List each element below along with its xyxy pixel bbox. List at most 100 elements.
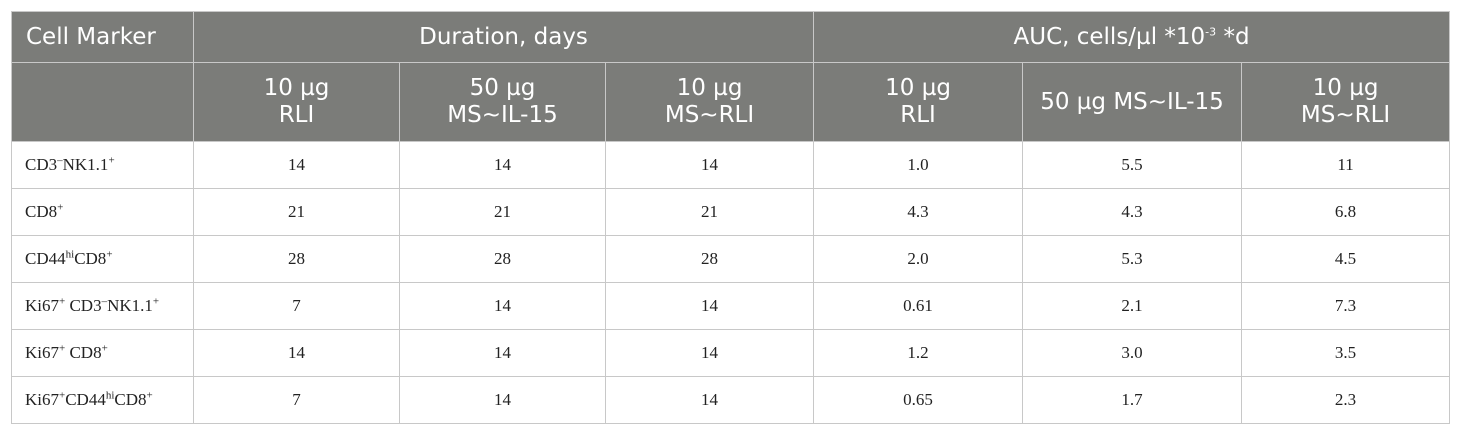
marker-text: CD44 (65, 390, 106, 409)
value-cell: 11 (1241, 141, 1451, 189)
value-cell: 5.5 (1022, 141, 1243, 189)
header-row-doses: 10 µg RLI 50 µg MS~IL-15 10 µg MS~RLI 10 µg… (11, 62, 1451, 142)
header-auc-msil15-50: 50 µg MS~IL-15 (1022, 62, 1243, 142)
marker-text: Ki67 (25, 296, 59, 315)
value-cell: 7.3 (1241, 282, 1451, 330)
header-auc-group: AUC, cells/µl *10-3 *d (813, 11, 1451, 63)
value-cell: 21 (193, 188, 400, 236)
header-auc-msrli-10: 10 µg MS~RLI (1241, 62, 1451, 142)
marker-text: CD3 (25, 155, 58, 174)
marker-superscript: + (152, 295, 160, 308)
value-cell: 7 (193, 376, 400, 424)
value-cell: 21 (604, 188, 815, 236)
marker-text: CD3 (65, 296, 102, 315)
value-cell: 3.5 (1241, 329, 1451, 377)
value-cell: 28 (604, 235, 815, 283)
value-cell: 2.0 (813, 235, 1024, 283)
value-cell: 5.3 (1022, 235, 1243, 283)
value-cell: 1.0 (813, 141, 1024, 189)
cell-marker-table: Cell Marker Duration, days AUC, cells/µl… (11, 11, 1451, 424)
cell-marker-name: CD3–NK1.1+ (11, 141, 194, 189)
table-row: Ki67+ CD8+ 14 14 14 1.2 3.0 3.5 (11, 329, 1451, 377)
header-auc-rli-10: 10 µg RLI (813, 62, 1024, 142)
value-cell: 14 (399, 141, 606, 189)
marker-superscript: + (146, 389, 153, 402)
table-row: CD44hiCD8+ 28 28 28 2.0 5.3 4.5 (11, 235, 1451, 283)
cell-marker-name: Ki67+CD44hiCD8+ (11, 376, 194, 424)
treatment-label: RLI (278, 102, 315, 128)
table-row: Ki67+ CD3–NK1.1+ 7 14 14 0.61 2.1 7.3 (11, 282, 1451, 330)
treatment-label: MS~RLI (1300, 102, 1391, 128)
value-cell: 14 (399, 376, 606, 424)
marker-superscript: hi (105, 389, 115, 402)
treatment-label: MS~RLI (664, 102, 755, 128)
header-row-groups: Cell Marker Duration, days AUC, cells/µl… (11, 11, 1451, 63)
marker-text: CD8 (74, 249, 107, 268)
value-cell: 1.2 (813, 329, 1024, 377)
auc-exponent: -3 (1205, 25, 1217, 39)
value-cell: 14 (193, 329, 400, 377)
marker-text: Ki67 (25, 390, 59, 409)
table-header: Cell Marker Duration, days AUC, cells/µl… (11, 11, 1451, 142)
header-duration-group: Duration, days (192, 11, 815, 63)
value-cell: 21 (399, 188, 606, 236)
cell-marker-name: CD8+ (11, 188, 194, 236)
treatment-label: MS~IL-15 (447, 102, 558, 128)
marker-text: CD8 (25, 202, 58, 221)
marker-superscript: + (57, 201, 64, 214)
value-cell: 14 (399, 282, 606, 330)
marker-text: CD8 (114, 390, 147, 409)
dose-label: 10 µg (676, 75, 743, 101)
value-cell: 2.1 (1022, 282, 1243, 330)
marker-text: CD8 (65, 343, 102, 362)
value-cell: 4.3 (813, 188, 1024, 236)
value-cell: 14 (399, 329, 606, 377)
value-cell: 4.3 (1022, 188, 1243, 236)
dose-label: 10 µg (263, 75, 330, 101)
marker-superscript: + (59, 342, 66, 355)
value-cell: 14 (604, 282, 815, 330)
dose-label: 10 µg (885, 75, 951, 101)
table-body: CD3–NK1.1+ 14 14 14 1.0 5.5 11 CD8+ 21 21 21 4.3 4.3… (11, 141, 1451, 424)
table-row: CD8+ 21 21 21 4.3 4.3 6.8 (11, 188, 1451, 236)
marker-superscript: + (106, 248, 113, 261)
value-cell: 6.8 (1241, 188, 1451, 236)
cell-marker-name: CD44hiCD8+ (11, 235, 194, 283)
marker-superscript: hi (65, 248, 75, 261)
cell-marker-name: Ki67+ CD3–NK1.1+ (11, 282, 194, 330)
value-cell: 14 (604, 376, 815, 424)
marker-text: NK1.1 (107, 296, 153, 315)
value-cell: 1.7 (1022, 376, 1243, 424)
marker-superscript: + (59, 295, 66, 308)
value-cell: 28 (193, 235, 400, 283)
marker-superscript: + (101, 342, 108, 355)
data-table-container: Cell Marker Duration, days AUC, cells/µl… (11, 11, 1451, 424)
value-cell: 2.3 (1241, 376, 1451, 424)
dose-label: 10 µg (1312, 75, 1379, 101)
marker-text: NK1.1 (62, 155, 109, 174)
value-cell: 14 (193, 141, 400, 189)
marker-text: Ki67 (25, 343, 59, 362)
value-cell: 4.5 (1241, 235, 1451, 283)
marker-superscript: + (108, 154, 115, 167)
dose-label: 50 µg (469, 75, 536, 101)
value-cell: 14 (604, 329, 815, 377)
auc-prefix: AUC, cells/µl *10 (1013, 24, 1206, 50)
header-cell-marker: Cell Marker (11, 11, 194, 63)
value-cell: 3.0 (1022, 329, 1243, 377)
header-empty (11, 62, 194, 142)
auc-suffix: *d (1216, 24, 1250, 50)
header-duration-msrli-10: 10 µg MS~RLI (604, 62, 815, 142)
marker-superscript: – (57, 154, 63, 167)
value-cell: 14 (604, 141, 815, 189)
cell-marker-name: Ki67+ CD8+ (11, 329, 194, 377)
value-cell: 0.61 (813, 282, 1024, 330)
value-cell: 0.65 (813, 376, 1024, 424)
value-cell: 28 (399, 235, 606, 283)
marker-superscript: + (59, 389, 66, 402)
header-duration-rli-10: 10 µg RLI (193, 62, 400, 142)
table-row: CD3–NK1.1+ 14 14 14 1.0 5.5 11 (11, 141, 1451, 189)
marker-superscript: – (101, 295, 108, 308)
table-row: Ki67+CD44hiCD8+ 7 14 14 0.65 1.7 2.3 (11, 376, 1451, 424)
value-cell: 7 (193, 282, 400, 330)
